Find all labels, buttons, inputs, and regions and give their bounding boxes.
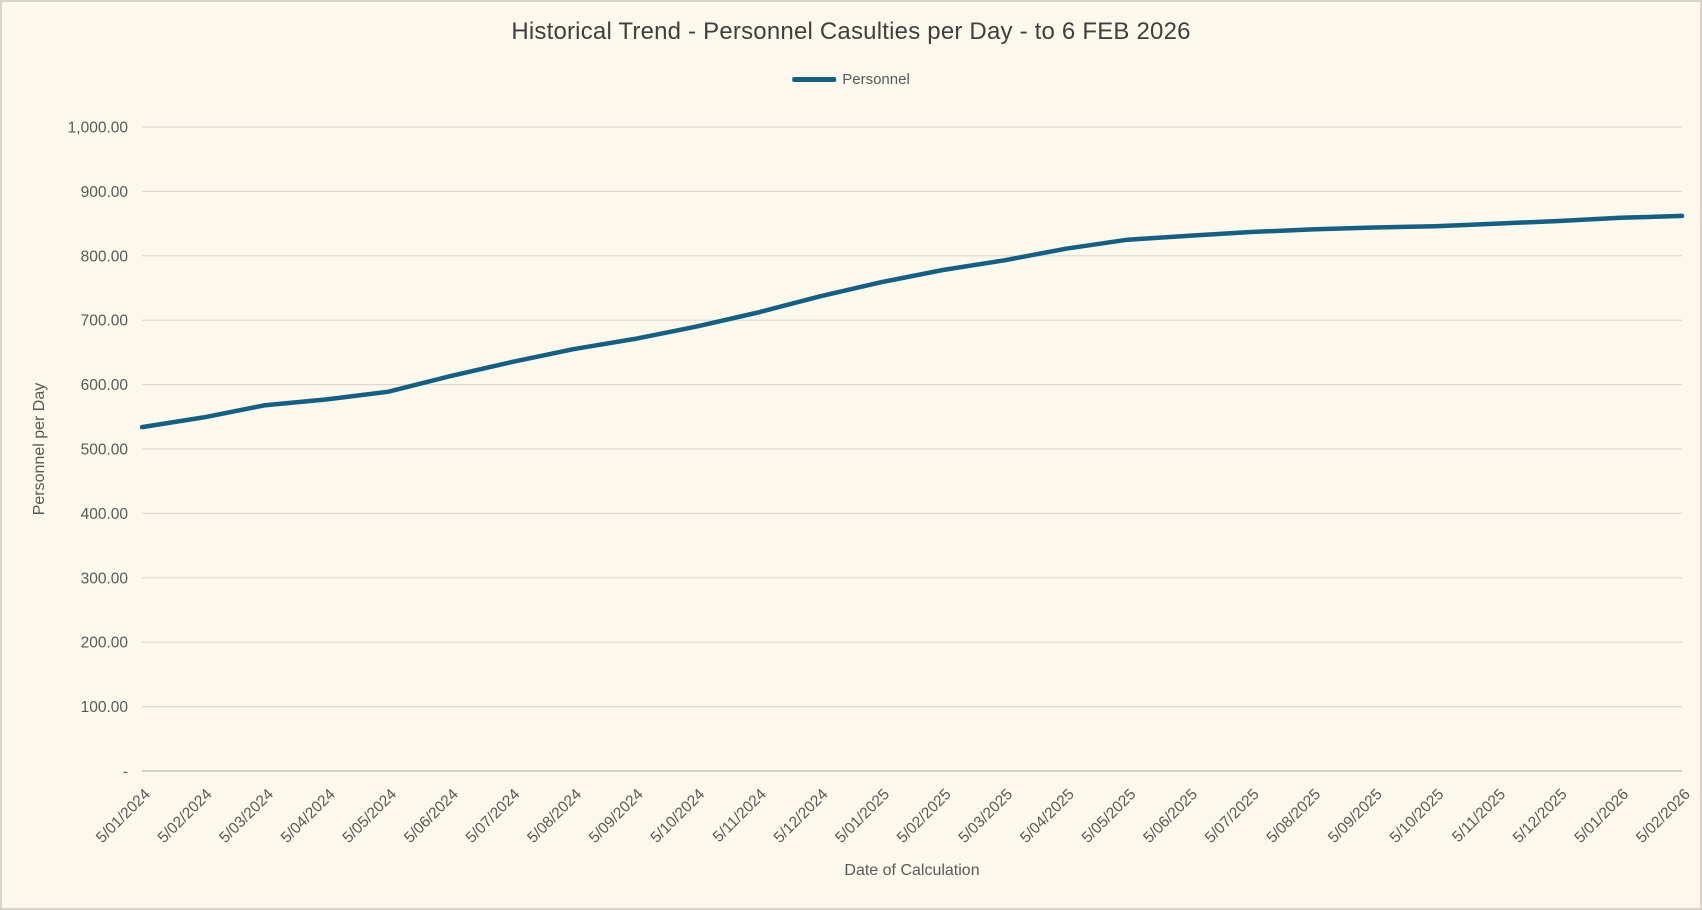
y-tick-label: 200.00	[81, 635, 129, 652]
legend-series-label: Personnel	[842, 71, 910, 88]
x-tick-label: 5/09/2025	[1325, 786, 1386, 847]
x-tick-label: 5/03/2024	[216, 786, 277, 847]
y-tick-label: 400.00	[81, 506, 129, 523]
x-tick-label: 5/03/2025	[955, 786, 1016, 847]
x-tick-label: 5/06/2024	[401, 786, 462, 847]
y-tick-label: -	[123, 764, 128, 781]
x-tick-label: 5/09/2024	[586, 786, 647, 847]
chart-title: Historical Trend - Personnel Casulties p…	[511, 18, 1191, 45]
x-tick-label: 5/01/2026	[1571, 786, 1632, 847]
y-tick-label: 1,000.00	[68, 120, 129, 137]
x-tick-label: 5/05/2024	[339, 786, 400, 847]
y-tick-label: 500.00	[81, 442, 129, 459]
chart-legend: Personnel	[792, 71, 910, 88]
series-line-personnel	[139, 213, 1685, 430]
x-tick-label: 5/08/2024	[524, 786, 585, 847]
x-tick-label: 5/10/2025	[1387, 786, 1448, 847]
x-tick-label: 5/10/2024	[647, 786, 708, 847]
x-tick-label: 5/01/2025	[832, 786, 893, 847]
y-axis-title: Personnel per Day	[31, 382, 48, 516]
x-tick-label: 5/04/2024	[278, 786, 339, 847]
legend-line-swatch-icon	[792, 77, 837, 82]
y-tick-label: 900.00	[81, 184, 129, 201]
x-tick-label: 5/01/2024	[93, 786, 154, 847]
x-tick-label: 5/11/2025	[1449, 786, 1509, 846]
x-tick-label: 5/02/2026	[1633, 786, 1694, 847]
y-tick-label: 800.00	[81, 248, 129, 265]
y-tick-label: 100.00	[81, 699, 129, 716]
x-tick-label: 5/08/2025	[1263, 786, 1324, 847]
y-tick-label: 600.00	[81, 377, 129, 394]
x-tick-label: 5/06/2025	[1140, 786, 1201, 847]
x-tick-label: 5/07/2025	[1202, 786, 1263, 847]
x-tick-label: 5/07/2024	[463, 786, 524, 847]
y-tick-label: 300.00	[81, 570, 129, 587]
x-axis-title: Date of Calculation	[844, 862, 980, 879]
x-tick-label: 5/12/2025	[1510, 786, 1571, 847]
x-tick-label: 5/02/2024	[155, 786, 216, 847]
x-tick-label: 5/12/2024	[771, 786, 832, 847]
x-tick-label: 5/11/2024	[710, 786, 770, 846]
x-tick-label: 5/02/2025	[894, 786, 955, 847]
x-tick-label: 5/05/2025	[1079, 786, 1140, 847]
x-tick-label: 5/04/2025	[1017, 786, 1078, 847]
y-tick-label: 700.00	[81, 313, 129, 330]
